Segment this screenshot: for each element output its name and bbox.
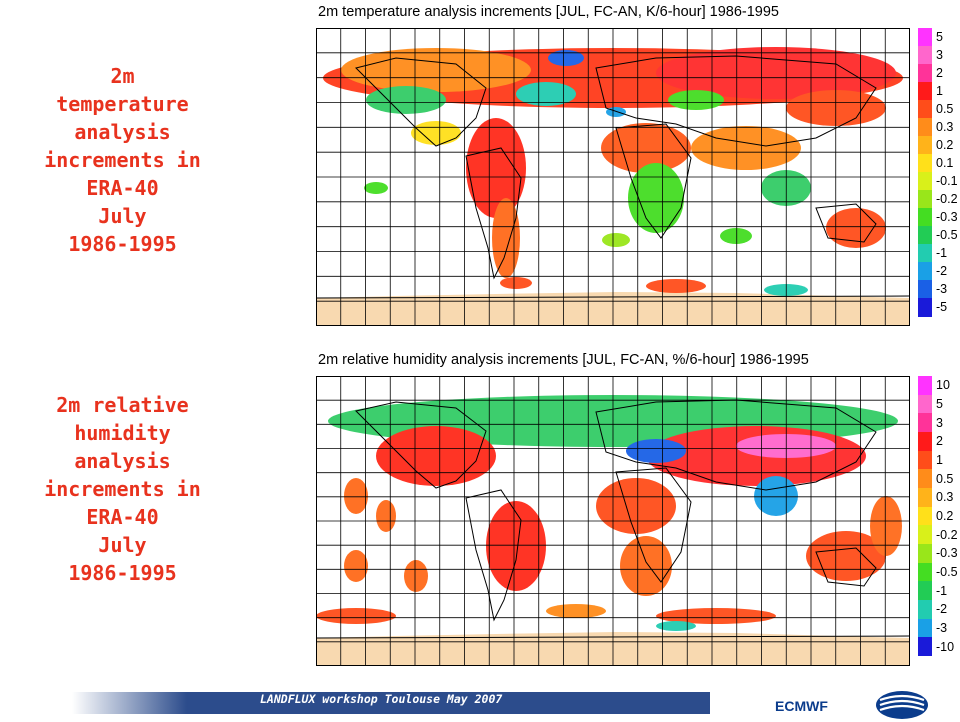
caption-line: analysis [74, 120, 171, 144]
legend-swatch [918, 637, 932, 657]
legend-label: -0.3 [936, 546, 958, 561]
caption-line: 2m [110, 64, 135, 88]
legend-label: 0.3 [936, 490, 954, 505]
legend-label: -1 [936, 583, 948, 598]
legend-label: 5 [936, 397, 943, 411]
legend-swatch [918, 100, 932, 119]
legend-swatch [918, 190, 932, 209]
legend-swatch [918, 64, 932, 83]
humidity-map [316, 376, 910, 666]
legend-swatch [918, 46, 932, 65]
legend-label: 1 [936, 84, 943, 98]
footer-brand: ECMWF [775, 698, 828, 714]
legend-label: 0.3 [936, 120, 954, 134]
caption-line: 1986-1995 [68, 561, 177, 585]
caption-line: increments in [44, 148, 201, 172]
legend-swatch [918, 298, 932, 317]
legend-label: -0.3 [936, 210, 958, 224]
legend-label: -2 [936, 264, 948, 278]
legend-swatch [918, 562, 932, 582]
caption-humidity: 2m relative humidity analysis increments… [20, 391, 225, 587]
legend-swatch [918, 172, 932, 191]
caption-line: July [98, 533, 147, 557]
legend-label: -3 [936, 282, 948, 296]
legend-label: 0.1 [936, 156, 954, 170]
legend-label: 2 [936, 66, 943, 80]
caption-line: ERA-40 [86, 176, 159, 200]
legend-swatch [918, 432, 932, 452]
panel-title: 2m temperature analysis increments [JUL,… [318, 4, 779, 20]
legend-swatch [918, 581, 932, 601]
legend-swatch [918, 600, 932, 620]
legend-swatch [918, 118, 932, 137]
legend-label: 5 [936, 30, 943, 44]
legend-label: -3 [936, 621, 948, 635]
caption-line: July [98, 204, 147, 228]
legend-swatch [918, 82, 932, 101]
legend-swatch [918, 413, 932, 433]
legend-swatch [918, 154, 932, 173]
panel-title: 2m relative humidity analysis increments… [318, 352, 809, 368]
legend-swatch [918, 376, 932, 396]
humidity-increment-panel: 2m relative humidity analysis increments… [310, 348, 958, 670]
ecmwf-logo-icon [876, 691, 928, 719]
legend-swatch [918, 618, 932, 638]
legend-label: -0.1 [936, 174, 958, 188]
legend-label: 10 [936, 378, 950, 393]
legend-label: 1 [936, 453, 943, 467]
temperature-increment-panel: 2m temperature analysis increments [JUL,… [310, 0, 958, 332]
caption-line: analysis [74, 449, 171, 473]
legend-swatch [918, 244, 932, 263]
caption-line: 2m relative [56, 393, 189, 417]
legend-label: -10 [936, 639, 955, 654]
legend-label: 0.2 [936, 138, 954, 152]
legend-swatch [918, 525, 932, 545]
legend-swatch [918, 506, 932, 526]
legend-label: -1 [936, 246, 948, 260]
legend-swatch [918, 469, 932, 489]
temperature-map-image [316, 28, 910, 326]
legend-label: 0.5 [936, 102, 954, 116]
caption-line: temperature [56, 92, 189, 116]
temperature-map [316, 28, 910, 326]
legend-swatch [918, 394, 932, 414]
legend-swatch [918, 136, 932, 155]
legend-label: -5 [936, 300, 948, 314]
caption-line: 1986-1995 [68, 232, 177, 256]
legend-swatch [918, 226, 932, 245]
caption-line: humidity [74, 421, 171, 445]
legend-label: 3 [936, 48, 943, 62]
legend-swatch [918, 28, 932, 47]
legend-label: 3 [936, 415, 943, 430]
legend-swatch [918, 544, 932, 564]
legend-label: -0.2 [936, 192, 958, 206]
caption-line: ERA-40 [86, 505, 159, 529]
legend-swatch [918, 208, 932, 227]
footer-bar [72, 692, 710, 714]
legend-label: -0.5 [936, 565, 958, 579]
caption-line: increments in [44, 477, 201, 501]
footer-event-text: LANDFLUX workshop Toulouse May 2007 [260, 692, 503, 706]
caption-temperature: 2m temperature analysis increments in ER… [20, 62, 225, 258]
legend-label: -2 [936, 602, 948, 617]
legend-label: 2 [936, 434, 943, 449]
humidity-map-image [316, 376, 910, 666]
legend-swatch [918, 262, 932, 281]
legend-label: -0.2 [936, 527, 958, 542]
legend-label: 0.5 [936, 471, 954, 486]
legend-swatch [918, 488, 932, 508]
legend-swatch [918, 280, 932, 299]
legend-label: 0.2 [936, 509, 954, 523]
footer: LANDFLUX workshop Toulouse May 2007 ECMW… [0, 688, 960, 720]
legend-label: -0.5 [936, 228, 958, 242]
legend-swatch [918, 450, 932, 470]
